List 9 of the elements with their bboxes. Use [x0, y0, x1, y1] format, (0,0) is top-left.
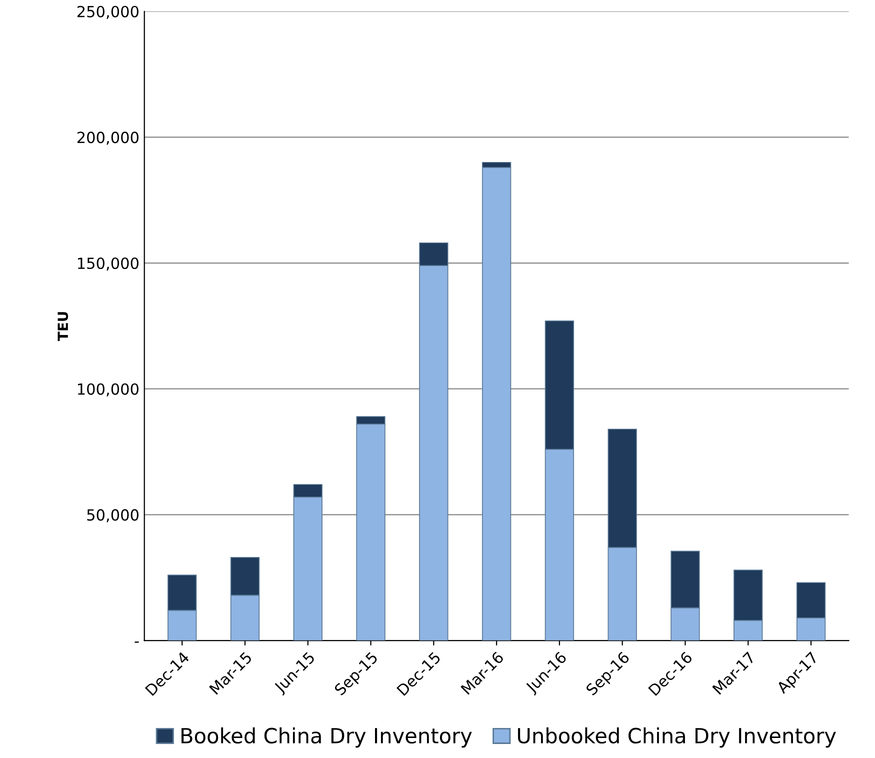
- y-tick-label: 250,000: [77, 6, 138, 19]
- legend-label: Unbooked China Dry Inventory: [518, 727, 836, 748]
- y-tick-label: 50,000: [87, 509, 138, 522]
- y-tick-label: 200,000: [77, 132, 138, 145]
- y-tick-label: -: [134, 642, 139, 643]
- legend-label: Booked China Dry Inventory: [182, 727, 472, 748]
- y-tick-label: 100,000: [78, 383, 138, 396]
- y-axis-title: TEU: [58, 312, 68, 341]
- y-tick-label: 150,000: [78, 257, 138, 271]
